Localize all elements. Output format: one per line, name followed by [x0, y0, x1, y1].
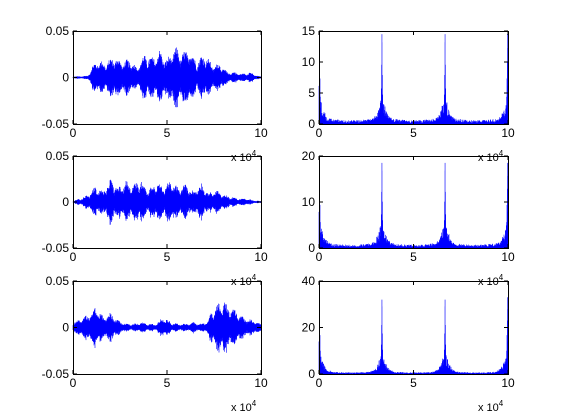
y-tick-label: 0	[62, 321, 69, 335]
y-tick-label: -0.05	[42, 241, 70, 255]
y-tick-label: 0.05	[46, 149, 70, 163]
y-tick-label: 0	[308, 117, 315, 131]
x-exponent-base: x 10	[478, 402, 499, 414]
y-tick-label: 10	[302, 195, 316, 209]
y-tick-label: -0.05	[42, 117, 70, 131]
x-tick-label: 10	[254, 126, 268, 140]
y-tick-label: 10	[302, 55, 316, 69]
x-tick-label: 5	[410, 126, 417, 140]
x-tick-label: 0	[316, 126, 323, 140]
y-tick-label: 20	[302, 149, 316, 163]
x-tick-label: 0	[70, 250, 77, 264]
y-tick-label: 40	[302, 274, 316, 288]
x-tick-label: 10	[501, 126, 515, 140]
x-exponent-label: x 104	[478, 149, 504, 164]
x-exponent-label: x 104	[231, 399, 257, 414]
subplot-r1-c2: 0 5 10 0 5 10 15 x 104	[302, 24, 515, 164]
x-tick-label: 5	[410, 376, 417, 390]
x-tick-label: 5	[164, 126, 171, 140]
y-tick-label: -0.05	[42, 367, 70, 381]
y-tick-label: 0.05	[46, 24, 70, 38]
x-exponent-base: x 10	[231, 152, 252, 164]
y-tick-label: 20	[302, 321, 316, 335]
y-tick-label: 15	[302, 24, 316, 38]
x-tick-label: 10	[254, 376, 268, 390]
x-exponent-base: x 10	[231, 402, 252, 414]
x-exponent-power: 4	[252, 273, 257, 282]
x-tick-label: 0	[316, 376, 323, 390]
y-tick-label: 5	[308, 86, 315, 100]
x-tick-label: 10	[501, 376, 515, 390]
x-exponent-power: 4	[252, 399, 257, 408]
x-exponent-power: 4	[499, 399, 504, 408]
y-tick-label: 0	[62, 71, 69, 85]
x-exponent-power: 4	[499, 149, 504, 158]
x-tick-label: 5	[410, 250, 417, 264]
x-tick-label: 5	[164, 250, 171, 264]
x-tick-label: 5	[164, 376, 171, 390]
x-exponent-power: 4	[252, 149, 257, 158]
y-tick-label: 0	[62, 195, 69, 209]
x-tick-label: 0	[70, 376, 77, 390]
x-tick-label: 0	[316, 250, 323, 264]
y-tick-label: 0	[308, 241, 315, 255]
x-tick-label: 10	[254, 250, 268, 264]
y-tick-label: 0	[308, 367, 315, 381]
x-tick-label: 0	[70, 126, 77, 140]
x-tick-label: 10	[501, 250, 515, 264]
x-exponent-power: 4	[499, 273, 504, 282]
x-exponent-label: x 104	[231, 149, 257, 164]
x-exponent-base: x 10	[478, 152, 499, 164]
y-tick-label: 0.05	[46, 274, 70, 288]
x-exponent-label: x 104	[478, 399, 504, 414]
